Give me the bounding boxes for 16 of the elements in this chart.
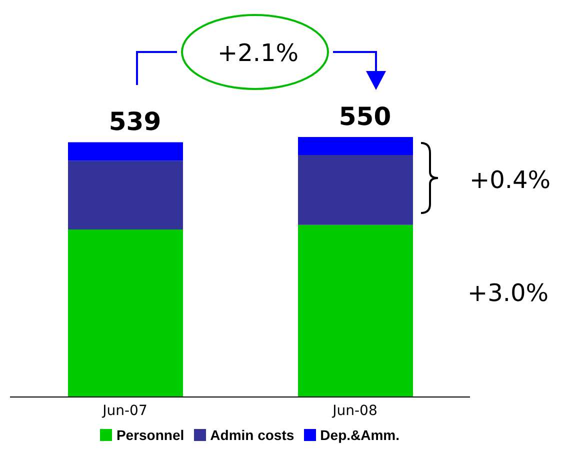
legend-label: Admin costs [209,427,294,443]
annotation: +3.0% [467,279,549,307]
bar [298,137,413,155]
annotation: +0.4% [469,166,551,194]
x-tick-label: Jun-08 [332,402,378,419]
annotation: 539 [108,107,162,136]
bar [298,224,413,397]
bar [68,230,183,397]
legend-label: Dep.&Amm. [319,427,400,443]
legend-label: Personnel [115,427,184,443]
x-tick-label: Jun-07 [102,402,148,419]
bar [68,160,183,230]
bar [298,154,413,225]
annotation: 550 [338,102,392,131]
bar [68,142,183,161]
text: +2.1% [217,39,299,67]
